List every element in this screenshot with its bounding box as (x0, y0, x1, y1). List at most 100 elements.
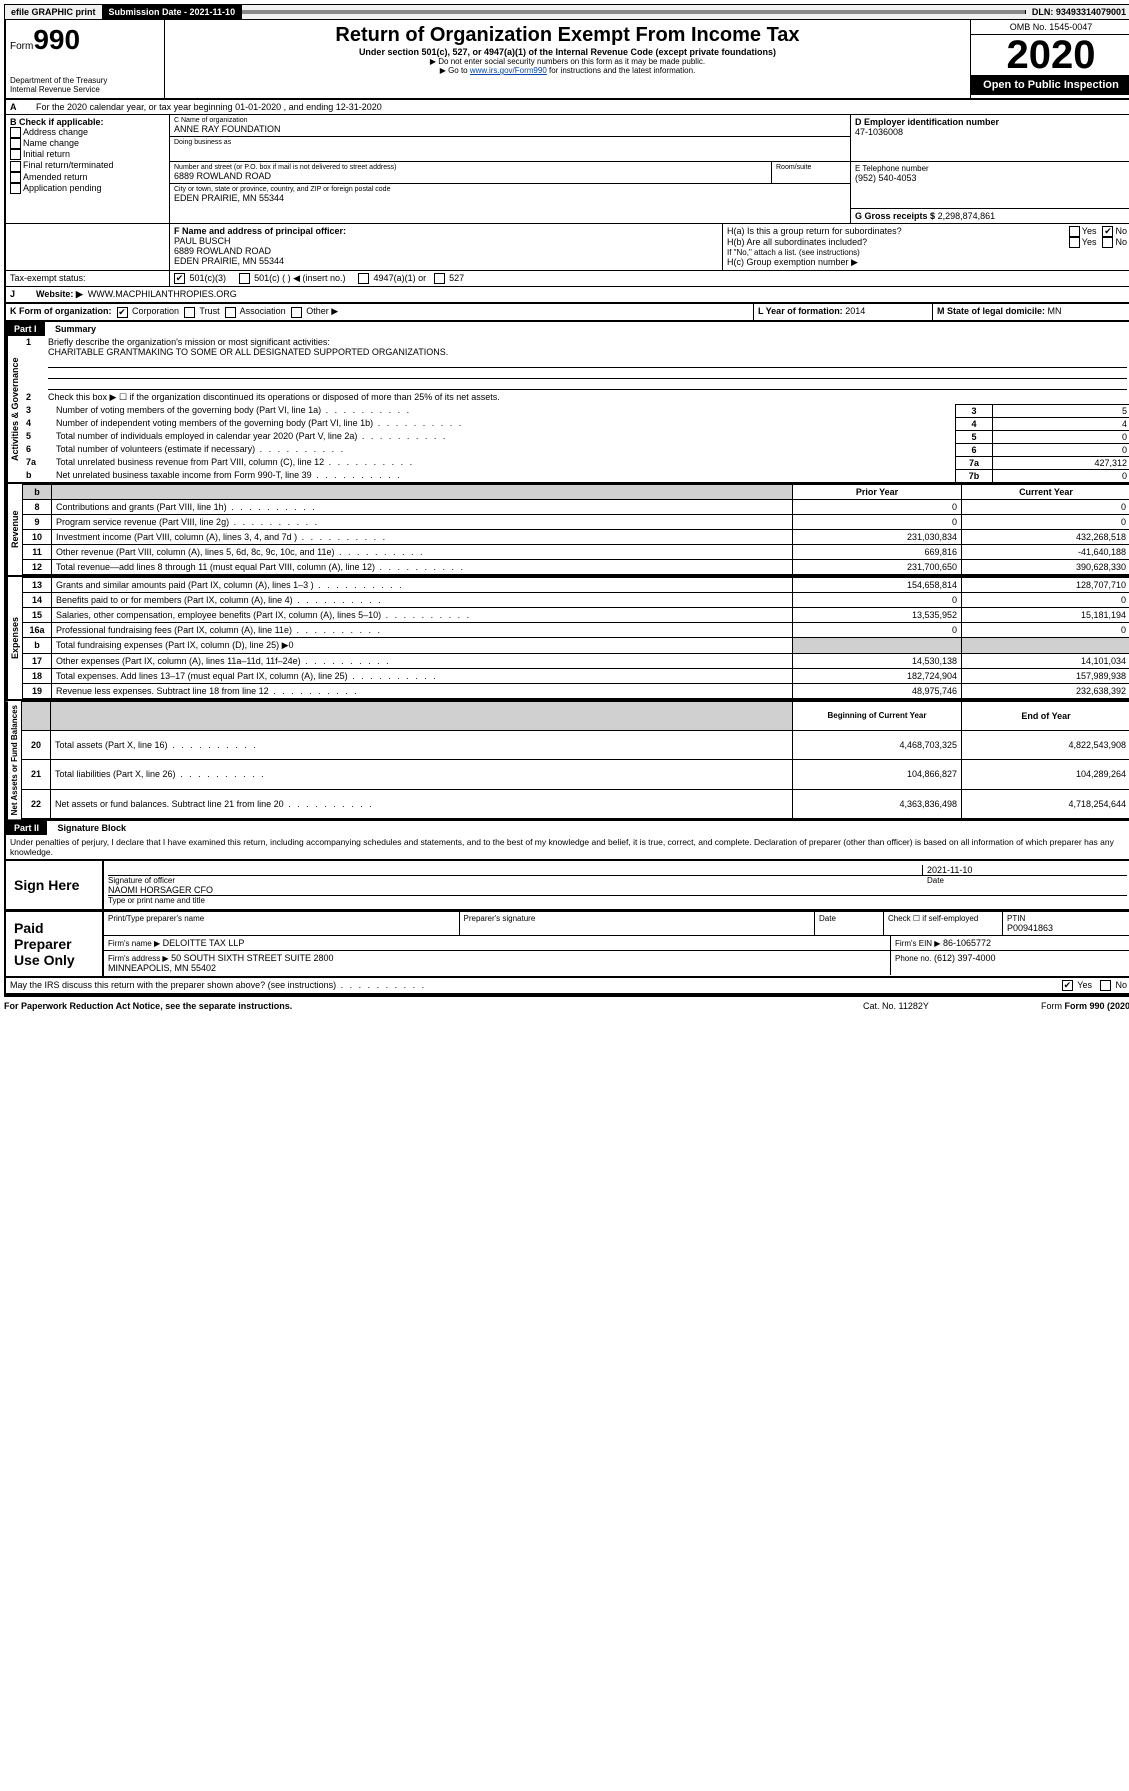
data-row: 12 Total revenue—add lines 8 through 11 … (23, 559, 1129, 574)
k-corp[interactable]: Corporation (117, 306, 180, 316)
q1-value: CHARITABLE GRANTMAKING TO SOME OR ALL DE… (48, 347, 448, 357)
na-hdr-spacer (51, 701, 793, 730)
discuss-yes[interactable]: Yes (1058, 978, 1096, 993)
sign-here-cells: 2021-11-10 Signature of officer Date NAO… (104, 861, 1129, 909)
te-501c[interactable]: 501(c) ( ) ◀ (insert no.) (239, 273, 346, 283)
dba-label: Doing business as (174, 139, 846, 146)
te-501c3[interactable]: 501(c)(3) (174, 273, 226, 283)
data-row: 15 Salaries, other compensation, employe… (23, 607, 1129, 622)
box-l: L Year of formation: 2014 (753, 304, 933, 319)
efile-label[interactable]: efile GRAPHIC print (5, 5, 103, 19)
label-a: A (6, 100, 32, 114)
col-current: Current Year (962, 484, 1129, 499)
sign-here-label: Sign Here (6, 861, 104, 909)
box-b-label: B Check if applicable: (10, 117, 165, 127)
discuss-row: May the IRS discuss this return with the… (4, 978, 1129, 995)
vlabel-governance: Activities & Governance (6, 336, 22, 482)
box-h: H(a) Is this a group return for subordin… (723, 224, 1129, 270)
gov-row: b Net unrelated business taxable income … (22, 469, 1129, 482)
part2-header-row: Part II Signature Block (4, 821, 1129, 835)
part1-subtitle: Summary (47, 324, 96, 334)
vlabel-expenses: Expenses (6, 577, 22, 699)
te-4947[interactable]: 4947(a)(1) or (358, 273, 426, 283)
phone-label: E Telephone number (855, 164, 1127, 173)
opt-amended[interactable]: Amended return (10, 172, 165, 183)
firm-name: DELOITTE TAX LLP (163, 938, 245, 948)
org-name: ANNE RAY FOUNDATION (174, 124, 846, 134)
opt-app-pending[interactable]: Application pending (10, 183, 165, 194)
col-eoy: End of Year (962, 701, 1129, 730)
part1-header-row: Part I Summary (4, 322, 1129, 336)
ha-yes[interactable]: Yes (1069, 226, 1097, 237)
revenue-block: Revenue b Prior Year Current Year 8 Cont… (4, 484, 1129, 577)
website-value: WWW.MACPHILANTHROPIES.ORG (88, 289, 237, 299)
page-footer: For Paperwork Reduction Act Notice, see … (4, 995, 1129, 1015)
ha-no[interactable]: No (1102, 226, 1127, 237)
box-f: F Name and address of principal officer:… (170, 224, 723, 270)
data-row: 19 Revenue less expenses. Subtract line … (23, 683, 1129, 698)
data-row: 22 Net assets or fund balances. Subtract… (22, 789, 1129, 818)
data-row: 11 Other revenue (Part VIII, column (A),… (23, 544, 1129, 559)
k-assoc[interactable]: Association (225, 306, 286, 316)
website-cell: Website: ▶ WWW.MACPHILANTHROPIES.ORG (32, 287, 241, 302)
data-row: 13 Grants and similar amounts paid (Part… (23, 577, 1129, 592)
officer-name: PAUL BUSCH (174, 236, 718, 246)
opt-name-change[interactable]: Name change (10, 138, 165, 149)
gross-value: 2,298,874,861 (938, 211, 996, 221)
firm-name-label: Firm's name ▶ (108, 939, 160, 948)
header-left: Form990 Department of the Treasury Inter… (6, 20, 165, 98)
opt-address-change[interactable]: Address change (10, 127, 165, 138)
firm-ein-label: Firm's EIN ▶ (895, 939, 940, 948)
taxexempt-row: Tax-exempt status: 501(c)(3) 501(c) ( ) … (4, 271, 1129, 287)
netassets-block: Net Assets or Fund Balances Beginning of… (4, 701, 1129, 821)
officer-addr2: EDEN PRAIRIE, MN 55344 (174, 256, 718, 266)
cat-no: Cat. No. 11282Y (863, 1001, 1013, 1011)
te-527[interactable]: 527 (434, 273, 465, 283)
topbar: efile GRAPHIC print Submission Date - 20… (4, 4, 1129, 20)
k-other[interactable]: Other ▶ (291, 306, 338, 316)
label-j: J (6, 287, 32, 302)
ptin-value: P00941863 (1007, 923, 1127, 933)
hb-yes[interactable]: Yes (1069, 237, 1097, 248)
officer-printed-name: NAOMI HORSAGER CFO (108, 885, 1127, 896)
opt-initial-return[interactable]: Initial return (10, 149, 165, 160)
paid-preparer-label: Paid Preparer Use Only (6, 912, 104, 976)
room-label: Room/suite (776, 164, 846, 171)
part1-title: Part I (6, 322, 45, 336)
k-trust[interactable]: Trust (184, 306, 220, 316)
prep-date-label: Date (819, 914, 879, 923)
topbar-spacer (242, 10, 1026, 14)
part2-subtitle: Signature Block (50, 823, 127, 833)
check-self-employed[interactable]: Check ☐ if self-employed (884, 912, 1003, 935)
c-name-label: C Name of organization (174, 117, 846, 124)
hb-note: If "No," attach a list. (see instruction… (727, 248, 1127, 257)
discuss-text: May the IRS discuss this return with the… (6, 978, 1058, 993)
fh-row: F Name and address of principal officer:… (4, 224, 1129, 271)
form-header: Form990 Department of the Treasury Inter… (4, 20, 1129, 100)
tax-year: 2020 (971, 35, 1129, 75)
sig-officer-label: Signature of officer (108, 876, 923, 885)
ptin-label: PTIN (1007, 914, 1127, 923)
form-prefix: Form (10, 41, 33, 52)
box-k: K Form of organization: Corporation Trus… (6, 304, 753, 319)
firm-ein: 86-1065772 (943, 938, 991, 948)
data-row: 17 Other expenses (Part IX, column (A), … (23, 653, 1129, 668)
phone-value: (952) 540-4053 (855, 173, 1127, 183)
data-row: b Total fundraising expenses (Part IX, c… (23, 637, 1129, 653)
form-number: 990 (33, 24, 80, 55)
hc-label: H(c) Group exemption number ▶ (727, 257, 1127, 268)
col-bcy: Beginning of Current Year (793, 701, 962, 730)
discuss-no[interactable]: No (1096, 978, 1129, 993)
gross-label: G Gross receipts $ (855, 211, 935, 221)
perjury-text: Under penalties of perjury, I declare th… (4, 835, 1129, 861)
opt-final-return[interactable]: Final return/terminated (10, 160, 165, 171)
te-label: Tax-exempt status: (6, 271, 170, 286)
gov-row: 7a Total unrelated business revenue from… (22, 456, 1129, 469)
sign-here-block: Sign Here 2021-11-10 Signature of office… (4, 861, 1129, 912)
form-footer-text: Form 990 (2020) (1064, 1001, 1129, 1011)
irs-link[interactable]: www.irs.gov/Form990 (470, 66, 547, 75)
pra-notice: For Paperwork Reduction Act Notice, see … (4, 1001, 863, 1011)
rev-hdr-spacer (52, 484, 793, 499)
f-label: F Name and address of principal officer: (174, 226, 718, 236)
hb-no[interactable]: No (1102, 237, 1127, 248)
